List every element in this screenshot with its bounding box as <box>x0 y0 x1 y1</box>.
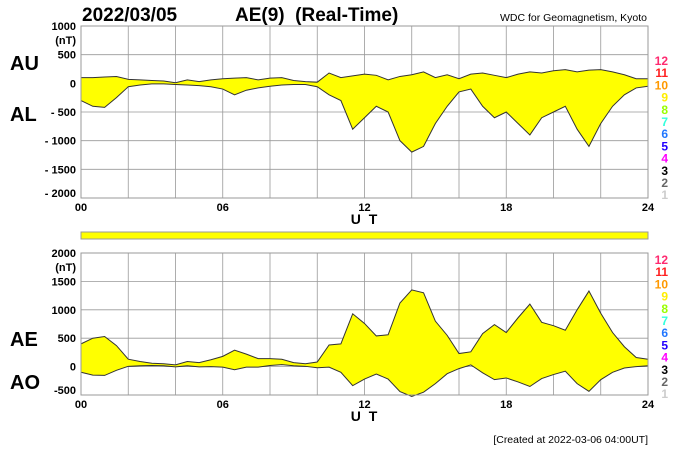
separator-bar <box>80 231 649 240</box>
chart-title: AE(9) (Real-Time) <box>235 5 398 26</box>
station-count-5: 5 <box>661 139 668 153</box>
y-tick-label: 500 <box>58 50 76 62</box>
chart-date: 2022/03/05 <box>82 5 178 26</box>
x-tick-label: 00 <box>75 399 87 411</box>
y-unit-label: (nT) <box>55 262 76 274</box>
y-tick-label: 0 <box>70 362 76 374</box>
station-count-8: 8 <box>661 103 668 117</box>
station-count-7: 7 <box>661 115 668 129</box>
data-area <box>81 69 648 153</box>
series-line-ao <box>80 364 649 397</box>
y-tick-label: - 2000 <box>45 188 76 200</box>
station-count-6: 6 <box>661 326 668 340</box>
y-tick-label: - 1000 <box>45 136 76 148</box>
station-count-12: 12 <box>655 54 669 68</box>
x-tick-label: 12 <box>358 202 370 214</box>
series-line-al <box>80 83 649 153</box>
x-tick-label: 24 <box>642 202 655 214</box>
station-count-4: 4 <box>661 351 668 365</box>
lower-series-label: AL <box>10 104 37 126</box>
y-tick-label: - 500 <box>51 107 76 119</box>
y-tick-label: 1000 <box>52 305 76 317</box>
station-count-1: 1 <box>661 387 668 401</box>
y-tick-label: -500 <box>54 385 76 397</box>
y-tick-label: 0 <box>70 78 76 90</box>
station-count-9: 9 <box>661 91 668 105</box>
au-al-panel: 1000 500 0 - 500 - 1000 - 1500 - 2000 (nT) 00 06 1… <box>10 21 668 227</box>
station-count-5: 5 <box>661 338 668 352</box>
x-tick-label: 24 <box>642 399 655 411</box>
station-count-11: 11 <box>655 265 668 279</box>
y-tick-label: 500 <box>58 333 76 345</box>
station-count-2: 2 <box>661 375 668 389</box>
x-tick-label: 18 <box>500 399 512 411</box>
series-line-ae <box>80 289 649 366</box>
station-count-11: 11 <box>655 66 668 80</box>
plot-frame <box>80 252 649 396</box>
station-count-10: 10 <box>655 277 669 291</box>
station-count-9: 9 <box>661 290 668 304</box>
lower-series-label: AO <box>10 372 40 394</box>
plot-frame <box>80 25 649 199</box>
x-axis-label: U T <box>351 211 380 227</box>
station-count-10: 10 <box>655 78 669 92</box>
data-area <box>81 289 648 397</box>
x-axis-label: U T <box>351 408 380 424</box>
station-count-3: 3 <box>661 164 668 178</box>
upper-series-label: AU <box>10 53 39 75</box>
x-tick-label: 00 <box>75 202 87 214</box>
station-count-3: 3 <box>661 363 668 377</box>
x-tick-label: 06 <box>217 202 229 214</box>
y-tick-label: 2000 <box>52 248 76 260</box>
y-unit-label: (nT) <box>55 35 76 47</box>
station-count-6: 6 <box>661 127 668 141</box>
x-tick-label: 12 <box>358 399 370 411</box>
footer-created: [Created at 2022-03-06 04:00UT] <box>493 434 648 446</box>
station-count-8: 8 <box>661 302 668 316</box>
station-count-4: 4 <box>661 152 668 166</box>
y-tick-label: 1500 <box>52 276 76 288</box>
x-tick-label: 06 <box>217 399 229 411</box>
upper-series-label: AE <box>10 329 38 351</box>
series-line-au <box>81 69 648 84</box>
x-tick-label: 18 <box>500 202 512 214</box>
station-count-7: 7 <box>661 314 668 328</box>
station-count-2: 2 <box>661 176 668 190</box>
y-tick-label: 1000 <box>52 21 76 33</box>
y-tick-label: - 1500 <box>45 164 76 176</box>
station-count-1: 1 <box>661 188 668 202</box>
station-count-12: 12 <box>655 253 669 267</box>
chart-source: WDC for Geomagnetism, Kyoto <box>500 12 647 24</box>
